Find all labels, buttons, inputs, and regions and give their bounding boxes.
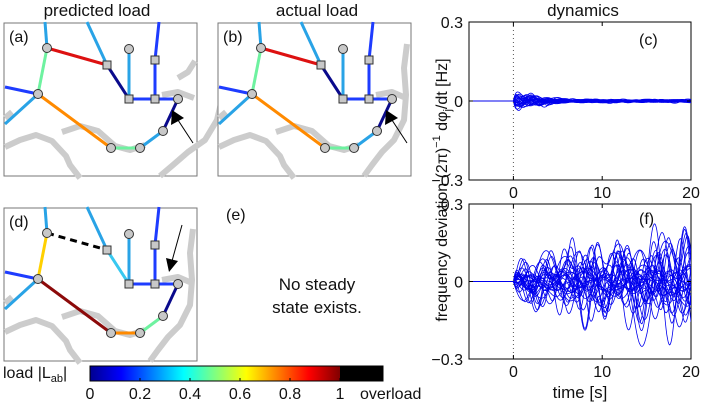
- trace-c-25: [469, 95, 691, 103]
- node-b-2: [248, 90, 257, 99]
- x-tick-label: 10: [593, 185, 611, 202]
- no-steady-line-2: state exists.: [272, 298, 362, 317]
- x-tick-label: 0: [509, 364, 518, 381]
- x-tick-label: 10: [593, 364, 611, 381]
- node-d-2: [34, 275, 43, 284]
- node-d-3: [107, 329, 116, 338]
- panel-label-c: (c): [639, 32, 658, 49]
- node-a-10: [151, 95, 159, 103]
- plot-c-axes: 0 10 20 −0.3 0 0.3: [431, 15, 700, 202]
- node-a-4: [136, 144, 145, 153]
- x-tick-label: 20: [682, 185, 700, 202]
- node-a-1: [43, 44, 52, 53]
- colorbar-overload-label: overload: [360, 386, 421, 402]
- panel-label-b: (b): [223, 29, 243, 46]
- y-tick-label: 0.3: [441, 15, 463, 32]
- plot-c: 0 10 20 −0.3 0 0.3 (c): [431, 15, 700, 202]
- node-b-5: [373, 127, 382, 136]
- node-d-8: [103, 246, 111, 254]
- y-label-exp: −1: [431, 135, 443, 148]
- node-a-7: [125, 45, 134, 54]
- node-a-5: [159, 127, 168, 136]
- colorbar-label-prefix: load |L: [3, 365, 51, 382]
- node-b-10: [365, 95, 373, 103]
- node-b-11: [365, 56, 373, 64]
- panel-label-a: (a): [9, 29, 29, 46]
- y-tick-label: 0: [454, 94, 463, 111]
- panel-b: (b): [218, 22, 411, 178]
- node-d-6: [174, 280, 183, 289]
- node-b-8: [317, 61, 325, 69]
- node-b-3: [321, 144, 330, 153]
- node-a-6: [174, 95, 183, 104]
- plot-f-series: [469, 224, 691, 347]
- plot-f: 0 10 20 −0.3 0 0.3 (f) time [s]: [431, 197, 700, 402]
- node-d-9: [125, 280, 133, 288]
- panel-label-d: (d): [9, 214, 29, 231]
- colorbar-ticks: 0 0.2 0.4 0.6 0.8 1: [86, 378, 345, 402]
- node-a-11: [151, 56, 159, 64]
- header-actual-load: actual load: [276, 1, 358, 20]
- node-d-4: [136, 329, 145, 338]
- colorbar-tick-label: 1: [336, 386, 345, 402]
- colorbar-tick-label: 0.6: [229, 386, 251, 402]
- x-tick-label: 20: [682, 364, 700, 381]
- no-steady-line-1: No steady: [279, 275, 356, 294]
- y-tick-label: 0: [454, 275, 463, 292]
- colorbar: load |Lab| 0 0.2 0.4 0.6 0.8 1 overload: [3, 365, 421, 402]
- colorbar-tick-label: 0: [86, 386, 95, 402]
- colorbar-gradient: [90, 366, 340, 381]
- figure: predicted load actual load dynamics: [0, 0, 703, 402]
- header-dynamics: dynamics: [547, 1, 619, 20]
- node-a-8: [103, 61, 111, 69]
- y-tick-label: −0.3: [431, 352, 463, 369]
- panel-label-f: (f): [639, 211, 654, 228]
- colorbar-overload-block: [340, 366, 383, 381]
- y-label-rest: /dt [Hz]: [434, 58, 451, 109]
- node-b-6: [388, 95, 397, 104]
- y-label-main: frequency deviation (2π): [434, 148, 451, 322]
- node-a-3: [107, 144, 116, 153]
- node-d-1: [43, 229, 52, 238]
- node-b-7: [339, 45, 348, 54]
- x-axis-label: time [s]: [553, 383, 608, 402]
- panel-a: (a): [4, 22, 228, 178]
- node-d-7: [125, 230, 134, 239]
- colorbar-tick-label: 0.2: [129, 386, 151, 402]
- colorbar-tick-label: 0.4: [179, 386, 201, 402]
- colorbar-label-suffix: |: [63, 365, 67, 382]
- node-b-1: [257, 44, 266, 53]
- node-d-11: [151, 241, 159, 249]
- colorbar-tick-label: 0.8: [279, 386, 301, 402]
- node-b-9: [339, 95, 347, 103]
- node-b-4: [350, 144, 359, 153]
- panel-d: (d): [4, 207, 197, 363]
- y-label-d: dφ: [434, 112, 451, 136]
- node-d-10: [151, 280, 159, 288]
- colorbar-label: load |Lab|: [3, 365, 67, 385]
- colorbar-label-sub: ab: [51, 373, 63, 385]
- plot-c-series: [469, 92, 691, 111]
- x-tick-label: 0: [509, 185, 518, 202]
- y-axis-label: frequency deviation (2π)−1 dφj/dt [Hz]: [431, 58, 454, 321]
- node-a-9: [125, 95, 133, 103]
- panel-label-e: (e): [226, 207, 246, 224]
- node-a-2: [34, 90, 43, 99]
- node-d-5: [159, 312, 168, 321]
- header-predicted-load: predicted load: [44, 1, 151, 20]
